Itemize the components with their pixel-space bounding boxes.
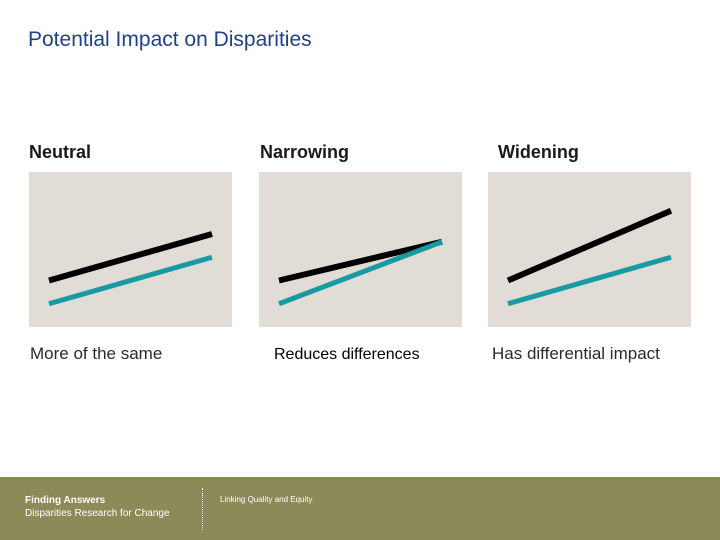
teal-line xyxy=(48,254,213,307)
caption-narrowing: Reduces differences xyxy=(274,346,420,363)
black-line xyxy=(48,231,213,284)
panel-heading-neutral: Neutral xyxy=(29,142,92,162)
panel-heading-narrowing: Narrowing xyxy=(260,142,350,162)
panel-narrowing xyxy=(259,172,462,327)
brand-title: Finding Answers xyxy=(25,495,106,506)
teal-line xyxy=(507,254,672,307)
slide-title: Potential Impact on Disparities xyxy=(28,28,312,51)
panel-widening xyxy=(488,172,691,327)
footer-brand: Finding Answers Disparities Research for… xyxy=(25,494,170,520)
caption-neutral: More of the same xyxy=(30,344,163,363)
footer-divider xyxy=(202,488,203,530)
brand-subtitle: Disparities Research for Change xyxy=(25,508,170,519)
caption-widening: Has differential impact xyxy=(492,344,660,363)
teal-line xyxy=(278,239,443,307)
chart-widening xyxy=(506,207,673,307)
footer-tagline: Linking Quality and Equity xyxy=(220,495,313,504)
panel-neutral xyxy=(29,172,232,327)
chart-narrowing xyxy=(278,238,443,307)
black-line xyxy=(506,207,673,284)
footer-bar: Finding Answers Disparities Research for… xyxy=(0,477,720,540)
panel-heading-widening: Widening xyxy=(498,142,579,162)
chart-neutral xyxy=(48,231,213,307)
black-line xyxy=(278,238,443,284)
